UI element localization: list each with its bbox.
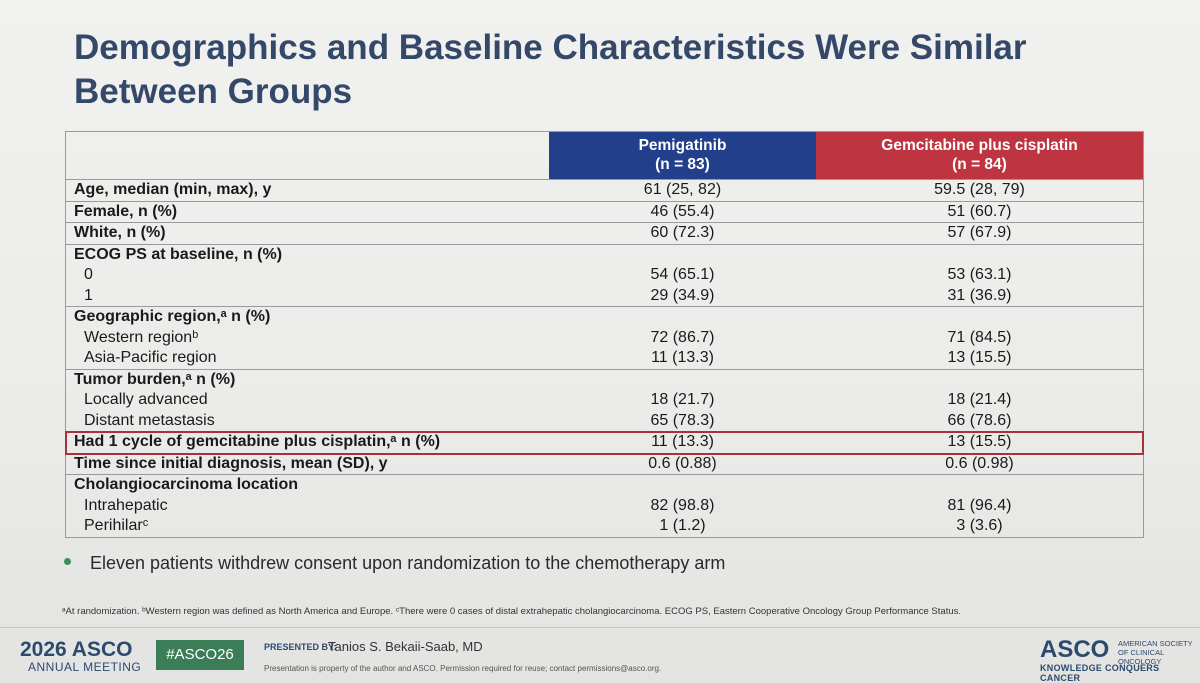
row-label: Time since initial diagnosis, mean (SD),… — [74, 454, 388, 472]
cell: 54 (65.1) — [650, 266, 715, 283]
table-row: White, n (%) 60 (72.3) 57 (67.9) — [66, 223, 1143, 244]
row-label: White, n (%) — [74, 224, 166, 241]
table-row: 1 29 (34.9) 31 (36.9) — [66, 286, 1143, 307]
row-label: Had 1 cycle of gemcitabine plus cisplati… — [74, 433, 441, 450]
hashtag: #ASCO26 — [156, 640, 244, 670]
cell: 18 (21.7) — [650, 391, 715, 408]
cell: 1 (1.2) — [659, 517, 706, 534]
cell: 82 (98.8) — [650, 496, 715, 514]
row-group: Cholangiocarcinoma location Intrahepatic 8… — [66, 475, 1143, 537]
column-n: (n = 84) — [952, 156, 1007, 173]
row-label: Geographic region,ᵃ n (%) — [74, 308, 271, 325]
table-row: Locally advanced 18 (21.7) 18 (21.4) — [66, 390, 1143, 411]
row-group: Had 1 cycle of gemcitabine plus cisplati… — [65, 431, 1144, 455]
table-row: Cholangiocarcinoma location — [66, 475, 1143, 496]
table-row: Western regionᵇ 72 (86.7) 71 (84.5) — [66, 328, 1143, 349]
column-header: Pemigatinib (n = 83) — [549, 132, 816, 179]
presented-by-label: PRESENTED BY: — [264, 642, 337, 652]
row-label: Western regionᵇ — [84, 328, 199, 346]
cell: 72 (86.7) — [650, 328, 715, 346]
row-group: Time since initial diagnosis, mean (SD),… — [66, 454, 1143, 475]
table-row: ECOG PS at baseline, n (%) — [66, 245, 1143, 266]
org-name: AMERICAN SOCIETY OF CLINICAL ONCOLOGY — [1118, 639, 1193, 666]
row-label: Cholangiocarcinoma location — [74, 476, 299, 493]
cell: 13 (15.5) — [947, 349, 1012, 366]
column-name: Pemigatinib — [638, 137, 727, 154]
property-note: Presentation is property of the author a… — [264, 664, 662, 673]
row-group: White, n (%) 60 (72.3) 57 (67.9) — [66, 223, 1143, 245]
cell: 31 (36.9) — [947, 286, 1012, 304]
cell: 59.5 (28, 79) — [934, 181, 1025, 198]
cell: 57 (67.9) — [947, 224, 1012, 241]
row-group: Female, n (%) 46 (55.4) 51 (60.7) — [66, 202, 1143, 223]
row-group: Tumor burden,ᵃ n (%) Locally advanced 18 (… — [66, 370, 1143, 432]
bullet-text: Eleven patients withdrew consent upon ra… — [90, 553, 726, 573]
cell: 60 (72.3) — [650, 224, 715, 241]
row-label: ECOG PS at baseline, n (%) — [74, 245, 283, 263]
row-group: Age, median (min, max), y 61 (25, 82) 59.5… — [66, 180, 1143, 202]
cell: 46 (55.4) — [650, 202, 715, 220]
bullet-dot — [64, 558, 71, 565]
cell: 71 (84.5) — [947, 328, 1012, 346]
row-label: Distant metastasis — [84, 411, 215, 429]
row-label: 0 — [84, 266, 93, 283]
cell: 53 (63.1) — [947, 266, 1012, 283]
header-blank — [66, 132, 549, 179]
cell: 0.6 (0.88) — [648, 454, 717, 472]
table-row: Geographic region,ᵃ n (%) — [66, 307, 1143, 328]
column-n: (n = 83) — [655, 156, 710, 173]
footer-rule — [0, 627, 1200, 628]
table-row: Intrahepatic 82 (98.8) 81 (96.4) — [66, 496, 1143, 517]
table-row: Distant metastasis 65 (78.3) 66 (78.6) — [66, 411, 1143, 432]
tagline: KNOWLEDGE CONQUERS CANCER — [1040, 663, 1160, 683]
cell: 81 (96.4) — [947, 496, 1012, 514]
table: Pemigatinib (n = 83) Gemcitabine plus cisp… — [65, 131, 1144, 538]
row-group: Geographic region,ᵃ n (%) Western regionᵇ… — [66, 307, 1143, 370]
cell: 65 (78.3) — [650, 411, 715, 429]
column-name: Gemcitabine plus cisplatin — [881, 137, 1078, 154]
cell: 61 (25, 82) — [643, 181, 722, 198]
table-row: Perihilarᶜ 1 (1.2) 3 (3.6) — [66, 516, 1143, 537]
cell: 66 (78.6) — [947, 411, 1012, 429]
row-label: Asia-Pacific region — [84, 349, 217, 366]
cell: 18 (21.4) — [947, 391, 1012, 408]
table-row: Asia-Pacific region 11 (13.3) 13 (15.5) — [66, 348, 1143, 369]
row-group: ECOG PS at baseline, n (%) 0 54 (65.1) 53 (… — [66, 245, 1143, 307]
meeting-sub: ANNUAL MEETING — [28, 660, 142, 674]
cell: 51 (60.7) — [947, 202, 1012, 220]
table-row: Time since initial diagnosis, mean (SD),… — [66, 454, 1143, 475]
row-label: Age, median (min, max), y — [74, 181, 272, 198]
table-row: Tumor burden,ᵃ n (%) — [66, 370, 1143, 391]
row-label: 1 — [84, 286, 93, 304]
header-row: Pemigatinib (n = 83) Gemcitabine plus cisp… — [66, 132, 1143, 180]
table-row: Had 1 cycle of gemcitabine plus cisplati… — [66, 432, 1143, 453]
row-label: Tumor burden,ᵃ n (%) — [74, 370, 236, 388]
cell: 29 (34.9) — [650, 286, 715, 304]
column-header: Gemcitabine plus cisplatin (n = 84) — [816, 132, 1143, 179]
footnote: ᵃAt randomization. ᵇWestern region was d… — [62, 606, 962, 617]
row-label: Intrahepatic — [84, 496, 168, 514]
row-label: Locally advanced — [84, 391, 208, 408]
table-row: Female, n (%) 46 (55.4) 51 (60.7) — [66, 202, 1143, 223]
row-label: Perihilarᶜ — [84, 517, 149, 534]
cell: 3 (3.6) — [956, 517, 1003, 534]
cell: 11 (13.3) — [651, 349, 714, 366]
org-logo: ASCO — [1040, 636, 1110, 663]
presenter: Tanios S. Bekaii-Saab, MD — [328, 639, 483, 654]
cell: 0.6 (0.98) — [945, 454, 1014, 472]
cell: 13 (15.5) — [947, 433, 1012, 450]
meeting-logo: 2026 ASCO — [20, 638, 133, 661]
table-row: Age, median (min, max), y 61 (25, 82) 59.5… — [66, 180, 1143, 201]
cell: 11 (13.3) — [651, 433, 714, 450]
row-label: Female, n (%) — [74, 202, 178, 220]
slide-title: Demographics and Baseline Characteristic… — [74, 28, 1027, 111]
table-row: 0 54 (65.1) 53 (63.1) — [66, 265, 1143, 286]
